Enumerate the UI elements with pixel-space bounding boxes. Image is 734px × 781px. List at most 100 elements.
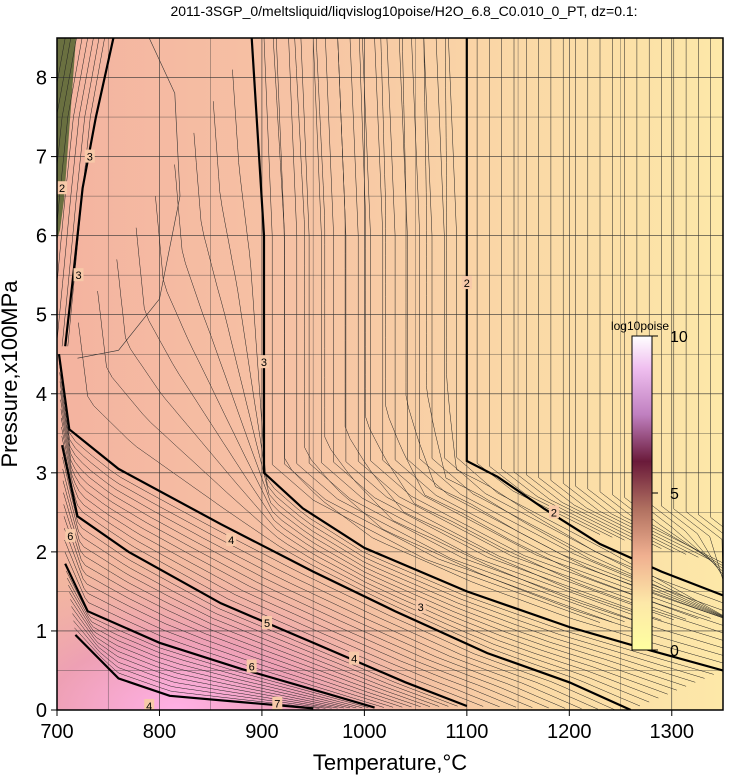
minor-contour bbox=[710, 38, 723, 589]
minor-contour bbox=[61, 436, 484, 707]
minor-contour bbox=[423, 38, 723, 617]
major-contour-4 bbox=[57, 354, 632, 710]
y-tick-label: 0 bbox=[36, 700, 47, 722]
minor-contour bbox=[423, 38, 723, 611]
major-contour-6 bbox=[64, 563, 375, 709]
minor-contour bbox=[72, 613, 332, 709]
minor-contour bbox=[538, 38, 662, 549]
contour-label-bg bbox=[415, 600, 426, 614]
minor-contour bbox=[60, 408, 533, 708]
x-tick-label: 700 bbox=[40, 721, 73, 743]
minor-contour bbox=[513, 38, 638, 544]
y-tick-label: 8 bbox=[36, 68, 47, 90]
contour-label-bg bbox=[144, 699, 155, 710]
contour-label-bg bbox=[84, 149, 95, 163]
y-axis-ticks: 0 1 2 3 4 5 6 7 8 bbox=[36, 68, 57, 722]
low-temperature-field bbox=[57, 340, 723, 710]
minor-contour bbox=[60, 399, 549, 709]
contour-label-text: 3 bbox=[261, 357, 267, 369]
contour-label-text: 4 bbox=[228, 535, 234, 547]
contour-label: 7 bbox=[272, 696, 283, 711]
minor-contour bbox=[64, 539, 394, 708]
minor-contour bbox=[263, 38, 601, 623]
minor-contour bbox=[64, 551, 384, 708]
contour-label-text: 5 bbox=[264, 618, 270, 630]
minor-contour bbox=[70, 599, 344, 709]
minor-contour bbox=[648, 38, 723, 575]
x-axis-ticks: 700 800 900 1000 1100 1200 1300 bbox=[40, 710, 694, 743]
major-contour-7 bbox=[74, 634, 314, 710]
minor-contour bbox=[435, 38, 723, 617]
minor-contour bbox=[59, 363, 615, 710]
contour-label-text: 7 bbox=[274, 699, 280, 711]
colorbar-label: log10poise bbox=[611, 319, 669, 333]
contour-label-text: 4 bbox=[146, 701, 152, 713]
minor-contour bbox=[116, 259, 659, 699]
grid bbox=[57, 38, 723, 710]
minor-contour bbox=[349, 38, 687, 620]
y-tick-label: 1 bbox=[36, 621, 47, 643]
minor-contour bbox=[135, 227, 668, 695]
major-contour-3 bbox=[64, 38, 115, 347]
minor-contour bbox=[380, 38, 723, 626]
colorbar-ticks: 0 5 10 bbox=[652, 329, 688, 660]
major-contour-2 bbox=[465, 38, 723, 597]
minor-contour bbox=[193, 132, 696, 683]
minor-contour bbox=[59, 372, 599, 710]
minor-contour bbox=[60, 417, 517, 708]
minor-contour bbox=[300, 38, 637, 622]
minor-contour bbox=[61, 426, 500, 708]
contour-label-bg bbox=[246, 659, 257, 673]
x-tick-label: 1000 bbox=[342, 721, 387, 743]
minor-contour bbox=[489, 38, 613, 538]
minor-contour bbox=[62, 468, 449, 707]
minor-contour bbox=[63, 492, 431, 707]
contour-label-text: 2 bbox=[551, 507, 557, 519]
contour-label-bg bbox=[258, 355, 269, 369]
minor-contour bbox=[155, 196, 677, 691]
minor-contour bbox=[661, 38, 723, 578]
minor-contour bbox=[62, 480, 440, 707]
minor-contour bbox=[445, 38, 723, 604]
minor-contour bbox=[174, 164, 687, 687]
y-tick-label: 2 bbox=[36, 542, 47, 564]
minor-contour bbox=[362, 38, 699, 620]
minor-contour bbox=[698, 38, 723, 586]
colorbar-tick-label: 0 bbox=[670, 643, 679, 660]
minor-contour bbox=[77, 38, 181, 359]
contour-label: 4 bbox=[349, 651, 360, 666]
colorbar-gradient bbox=[631, 335, 653, 651]
minor-contour bbox=[374, 38, 711, 619]
minor-contour bbox=[71, 606, 338, 709]
plot-frame bbox=[56, 37, 724, 711]
minor-contour bbox=[587, 38, 711, 561]
contour-label-bg bbox=[65, 529, 76, 543]
y-tick-label: 5 bbox=[36, 305, 47, 327]
minor-contour bbox=[69, 592, 351, 709]
contour-label-bg bbox=[461, 276, 472, 290]
minor-contour bbox=[97, 290, 650, 703]
minor-contour bbox=[232, 69, 714, 675]
contour-label: 2 bbox=[548, 505, 559, 519]
major-contours bbox=[57, 38, 723, 710]
minor-contour bbox=[64, 528, 403, 708]
minor-contour bbox=[575, 38, 699, 558]
colorbar-tick-label: 10 bbox=[670, 329, 688, 346]
y-axis-label: Pressure,x100MPa bbox=[0, 280, 22, 468]
minor-contour bbox=[337, 38, 674, 621]
contour-label-bg bbox=[57, 181, 68, 195]
major-contour-3 bbox=[250, 38, 723, 672]
minor-contours bbox=[57, 38, 723, 710]
contour-label: 4 bbox=[144, 699, 155, 713]
minor-contour bbox=[411, 38, 723, 618]
minor-contour bbox=[312, 38, 650, 621]
contour-label-text: 3 bbox=[75, 270, 81, 282]
x-tick-label: 1300 bbox=[650, 721, 695, 743]
contour-label-text: 2 bbox=[59, 183, 65, 195]
contour-label-bg bbox=[349, 651, 360, 665]
contour-label-text: 6 bbox=[249, 662, 255, 674]
minor-contour bbox=[57, 38, 77, 169]
minor-contour bbox=[65, 570, 369, 708]
